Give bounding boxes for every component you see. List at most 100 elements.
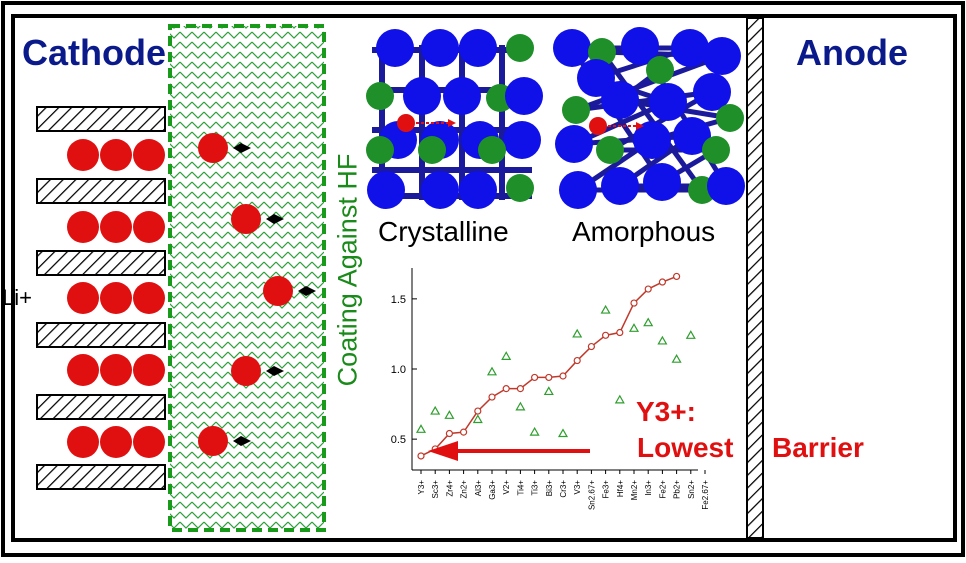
circle-point xyxy=(559,372,567,380)
circle-point xyxy=(573,356,581,365)
migrating-ion xyxy=(231,204,261,234)
amorphous-lattice xyxy=(553,27,745,209)
x-tick-label: Bi3+ xyxy=(545,480,554,497)
circle-point xyxy=(630,299,638,307)
y-tick-label: 0.5 xyxy=(391,434,406,446)
circle-point xyxy=(658,278,667,286)
lattice-atom xyxy=(646,56,674,84)
motion-arrow xyxy=(298,286,316,296)
triangle-point xyxy=(671,353,682,363)
lattice-atom xyxy=(555,125,593,163)
chart-series-line xyxy=(420,275,677,457)
x-tick-label: Pb2+ xyxy=(673,480,682,499)
cathode-plate xyxy=(36,250,166,276)
lattice-atom xyxy=(601,81,639,119)
lattice-atom xyxy=(505,77,543,115)
lattice-atom xyxy=(421,29,459,67)
cathode-plate xyxy=(36,106,166,132)
cathode-li-ions xyxy=(67,139,165,458)
triangle-point xyxy=(628,323,640,332)
circle-point xyxy=(672,272,681,281)
x-tick-label: Zn2+ xyxy=(460,480,469,499)
x-tick-label: Zr4+ xyxy=(445,480,454,497)
x-tick-label: V3+ xyxy=(573,480,582,495)
circle-point xyxy=(445,429,453,438)
lattice-atom xyxy=(562,96,590,124)
li-ion xyxy=(67,139,99,171)
li-ion xyxy=(133,426,165,458)
callout-barrier-label: Barrier xyxy=(772,432,864,463)
lattice-atom xyxy=(577,59,615,97)
lattice-atom xyxy=(506,34,534,62)
triangle-point xyxy=(657,335,668,345)
x-tick-label: Fe3+ xyxy=(602,480,611,499)
triangle-point xyxy=(430,405,441,415)
triangle-point xyxy=(444,410,455,419)
circle-point xyxy=(502,385,510,393)
triangle-point xyxy=(472,414,483,424)
li-ion xyxy=(100,282,132,314)
diffusion-arrowhead xyxy=(636,122,644,130)
lattice-atom xyxy=(506,174,534,202)
barrier-chart: 0.5 1.0 1.5 Y3+ Sc3+ Zr4+ Zn2+ Al3+ Ga3+ V2+ Ti4+… xyxy=(391,268,710,510)
lattice-atom xyxy=(643,163,681,201)
coating-layer xyxy=(168,24,326,532)
circle-point xyxy=(530,373,539,382)
circle-point xyxy=(474,407,482,415)
li-ion-label: Li+ xyxy=(2,285,32,310)
li-ion xyxy=(67,426,99,458)
triangle-point xyxy=(614,394,625,404)
triangle-point xyxy=(643,317,654,327)
x-tick-label: Sc3+ xyxy=(431,480,440,499)
chart-y-ticks: 0.5 1.0 1.5 xyxy=(391,294,417,446)
x-tick-label: Hf4+ xyxy=(616,480,625,497)
li-ion xyxy=(67,211,99,243)
circle-point xyxy=(417,452,425,460)
li-ion xyxy=(133,282,165,314)
lattice-atom xyxy=(596,136,624,164)
circle-point xyxy=(644,285,652,293)
y-tick-label: 1.0 xyxy=(391,364,406,376)
migrating-ion xyxy=(198,133,228,163)
lattice-atom xyxy=(478,136,506,164)
lattice-atom xyxy=(671,29,709,67)
crystalline-label: Crystalline xyxy=(378,216,509,247)
triangle-point xyxy=(501,351,512,360)
lattice-atom xyxy=(418,136,446,164)
separator xyxy=(746,17,764,539)
coating-label: Coating Against HF xyxy=(332,153,363,387)
lattice-atom xyxy=(707,167,745,205)
li-ion xyxy=(67,282,99,314)
li-ion xyxy=(133,139,165,171)
lattice-atom xyxy=(621,27,659,65)
lattice-atom xyxy=(601,167,639,205)
crystalline-lattice xyxy=(366,29,543,209)
x-tick-label: Mn2+ xyxy=(630,480,639,501)
circle-point xyxy=(545,373,553,382)
amorphous-label: Amorphous xyxy=(572,216,716,247)
lattice-atom xyxy=(649,83,687,121)
lattice-atom xyxy=(421,171,459,209)
triangle-point xyxy=(685,330,696,339)
triangle-point xyxy=(543,386,554,396)
lattice-atom xyxy=(633,121,671,159)
cathode-plate xyxy=(36,464,166,490)
lattice-atom xyxy=(588,38,616,66)
circle-point xyxy=(616,328,624,337)
triangle-point xyxy=(557,428,569,438)
lowest-barrier-arrow xyxy=(428,441,590,461)
lattice-atom xyxy=(459,171,497,209)
triangle-point xyxy=(415,424,427,433)
circle-point xyxy=(488,393,496,401)
li-ion xyxy=(100,426,132,458)
lattice-atom xyxy=(367,171,405,209)
inner-frame xyxy=(11,14,957,542)
lattice-atom xyxy=(443,77,481,115)
x-tick-label: In3+ xyxy=(644,480,653,496)
circle-point xyxy=(601,331,610,339)
x-tick-label: Ti3+ xyxy=(531,480,540,496)
x-tick-label: Sn2+ xyxy=(687,480,696,499)
lattice-atom xyxy=(693,73,731,111)
